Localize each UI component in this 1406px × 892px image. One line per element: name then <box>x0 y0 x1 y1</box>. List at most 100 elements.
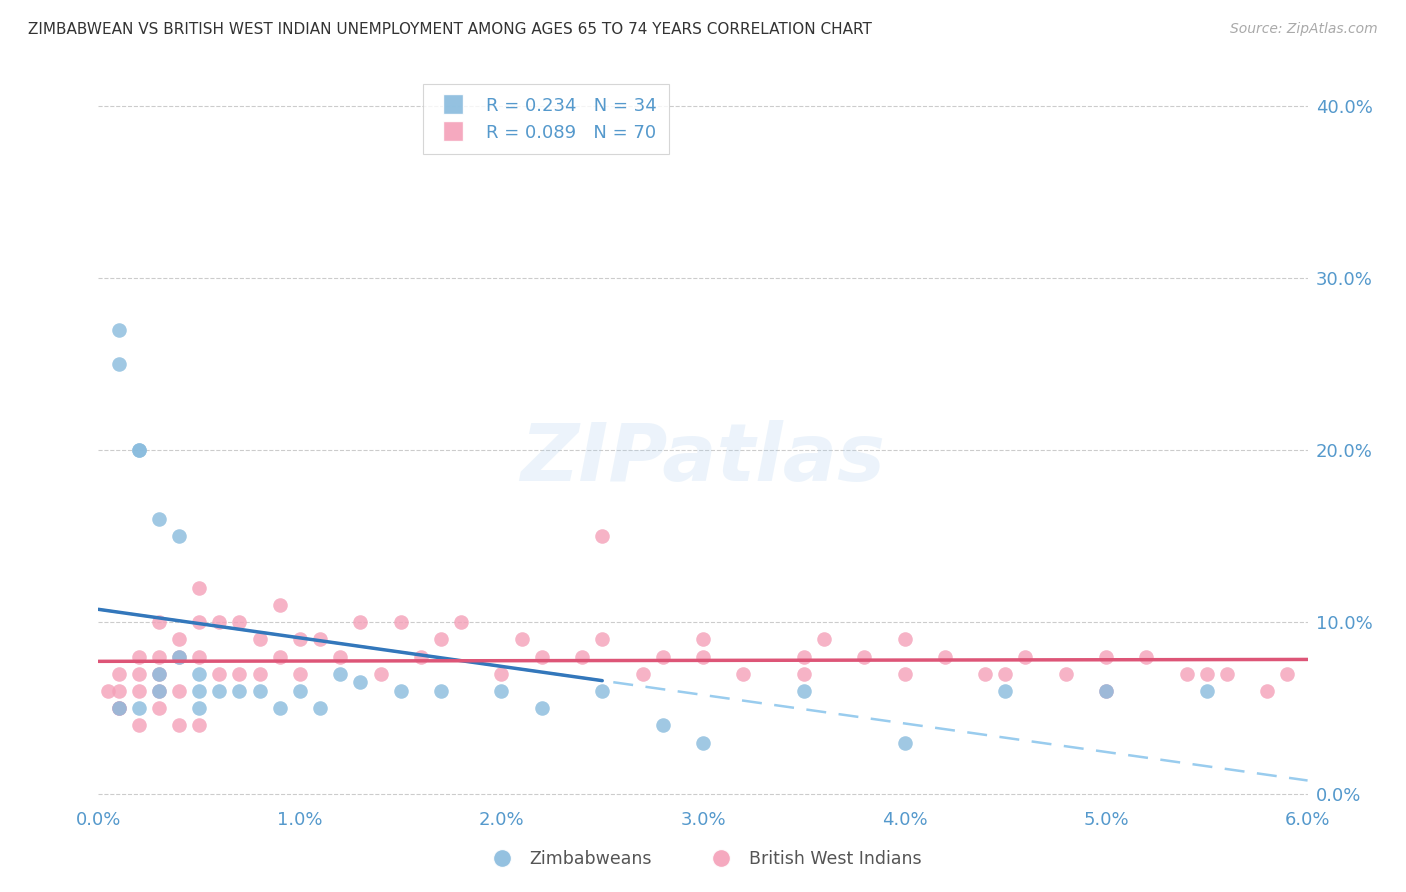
Point <box>1195 684 1218 698</box>
Point <box>148 512 170 526</box>
Point <box>893 735 915 749</box>
Text: Source: ZipAtlas.com: Source: ZipAtlas.com <box>1230 22 1378 37</box>
Point <box>167 632 190 647</box>
Point <box>934 649 956 664</box>
Point <box>107 357 129 371</box>
Point <box>349 675 371 690</box>
Point <box>692 649 714 664</box>
Point <box>450 615 472 629</box>
Point <box>148 615 170 629</box>
Text: ZIPatlas: ZIPatlas <box>520 420 886 498</box>
Point <box>228 684 250 698</box>
Point <box>97 684 120 698</box>
Point <box>188 666 211 681</box>
Point <box>128 666 150 681</box>
Point <box>128 684 150 698</box>
Point <box>249 632 271 647</box>
Point <box>188 649 211 664</box>
Point <box>128 718 150 732</box>
Point <box>1054 666 1077 681</box>
Point <box>893 632 915 647</box>
Point <box>269 701 291 715</box>
Point <box>651 649 673 664</box>
Point <box>370 666 392 681</box>
Point <box>491 684 513 698</box>
Point <box>107 322 129 336</box>
Point <box>208 684 231 698</box>
Point <box>128 701 150 715</box>
Point <box>107 666 129 681</box>
Point <box>228 615 250 629</box>
Point <box>409 649 432 664</box>
Point <box>148 649 170 664</box>
Point <box>329 649 352 664</box>
Point <box>1135 649 1157 664</box>
Point <box>128 442 150 457</box>
Point <box>329 666 352 681</box>
Point <box>651 718 673 732</box>
Point <box>591 684 613 698</box>
Point <box>994 666 1017 681</box>
Point <box>148 701 170 715</box>
Point <box>974 666 997 681</box>
Point <box>288 632 311 647</box>
Point <box>228 666 250 681</box>
Point <box>692 735 714 749</box>
Point <box>430 684 453 698</box>
Point <box>793 684 815 698</box>
Point <box>167 684 190 698</box>
Point <box>269 649 291 664</box>
Point <box>188 615 211 629</box>
Point <box>1216 666 1239 681</box>
Point <box>148 684 170 698</box>
Point <box>692 632 714 647</box>
Point <box>309 701 332 715</box>
Point <box>430 632 453 647</box>
Point <box>167 649 190 664</box>
Point <box>188 581 211 595</box>
Point <box>148 666 170 681</box>
Point <box>128 442 150 457</box>
Point <box>208 615 231 629</box>
Point <box>309 632 332 647</box>
Point <box>269 598 291 612</box>
Point <box>530 701 553 715</box>
Point <box>288 684 311 698</box>
Point <box>208 666 231 681</box>
Point <box>167 529 190 543</box>
Point <box>188 701 211 715</box>
Point <box>631 666 654 681</box>
Point <box>793 666 815 681</box>
Point <box>733 666 755 681</box>
Point <box>188 718 211 732</box>
Point <box>571 649 593 664</box>
Point <box>491 666 513 681</box>
Point <box>167 649 190 664</box>
Point <box>148 666 170 681</box>
Point <box>853 649 876 664</box>
Point <box>249 684 271 698</box>
Point <box>591 632 613 647</box>
Point <box>167 718 190 732</box>
Point <box>1277 666 1299 681</box>
Point <box>107 701 129 715</box>
Point <box>188 684 211 698</box>
Point <box>994 684 1017 698</box>
Point <box>793 649 815 664</box>
Point <box>1195 666 1218 681</box>
Point <box>1014 649 1036 664</box>
Point <box>1256 684 1278 698</box>
Point <box>530 649 553 664</box>
Point <box>1095 684 1118 698</box>
Point <box>893 666 915 681</box>
Legend: Zimbabweans, British West Indians: Zimbabweans, British West Indians <box>477 843 929 874</box>
Point <box>107 701 129 715</box>
Point <box>148 684 170 698</box>
Point <box>249 666 271 681</box>
Point <box>389 684 412 698</box>
Point <box>1095 684 1118 698</box>
Point <box>1175 666 1198 681</box>
Point <box>591 529 613 543</box>
Text: ZIMBABWEAN VS BRITISH WEST INDIAN UNEMPLOYMENT AMONG AGES 65 TO 74 YEARS CORRELA: ZIMBABWEAN VS BRITISH WEST INDIAN UNEMPL… <box>28 22 872 37</box>
Point <box>107 684 129 698</box>
